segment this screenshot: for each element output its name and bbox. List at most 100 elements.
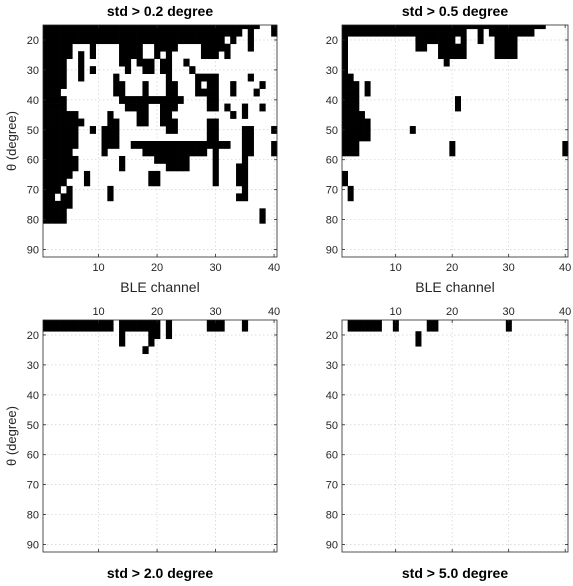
x-tick-label: 40 [559, 306, 571, 318]
heatmap-cell [107, 118, 114, 127]
heatmap-cell [160, 66, 167, 74]
heatmap-cell [60, 28, 67, 37]
heatmap-cell [189, 25, 196, 30]
heatmap-cell [48, 111, 56, 119]
heatmap-cell [347, 25, 354, 30]
heatmap-cell [247, 25, 254, 30]
heatmap-cell [54, 88, 61, 97]
heatmap-cell [171, 141, 178, 149]
heatmap-cell [43, 155, 50, 164]
heatmap-cell [148, 338, 155, 347]
heatmap-cell [130, 323, 137, 332]
heatmap-cell [119, 331, 126, 340]
heatmap-cell [347, 141, 354, 149]
heatmap-cell [347, 81, 354, 89]
heatmap-cell [48, 118, 56, 127]
heatmap-cell [387, 25, 394, 30]
y-tick-label: 70 [27, 185, 39, 197]
heatmap-cell [200, 51, 208, 60]
heatmap-cell [43, 103, 50, 112]
heatmap-cell [455, 96, 461, 104]
heatmap-cell [136, 28, 143, 37]
heatmap-cell [415, 338, 422, 347]
heatmap-cell [195, 36, 202, 45]
heatmap-cell [426, 323, 433, 332]
heatmap-cell [528, 28, 535, 37]
heatmap-cell [165, 126, 173, 134]
heatmap-cell [119, 320, 126, 325]
heatmap-cell [54, 155, 61, 164]
heatmap-cell [43, 96, 50, 104]
heatmap-cell [449, 43, 456, 52]
heatmap-cell [347, 185, 354, 194]
heatmap-cell [119, 96, 126, 104]
heatmap-cell [48, 96, 56, 104]
heatmap-cell [136, 141, 143, 149]
heatmap-cell [124, 43, 132, 52]
heatmap-cell [60, 118, 67, 127]
heatmap-cell [171, 118, 178, 127]
heatmap-cell [60, 96, 67, 104]
heatmap-cell [113, 126, 120, 134]
x-tick-label: 20 [446, 306, 458, 318]
heatmap-cell [177, 36, 184, 45]
heatmap-cell [136, 58, 143, 67]
heatmap-cell [119, 58, 126, 67]
heatmap-cell [206, 51, 213, 60]
heatmap-cell [54, 163, 61, 172]
heatmap-cell [477, 28, 484, 37]
heatmap-cell [124, 25, 132, 30]
heatmap-cell [124, 320, 132, 325]
heatmap-cell [218, 28, 225, 37]
y-tick-label: 80 [326, 215, 338, 227]
heatmap-cell [500, 25, 507, 30]
heatmap-cell [511, 43, 518, 52]
heatmap-cell [48, 73, 56, 82]
heatmap-cell [455, 51, 461, 60]
heatmap-cell [165, 163, 173, 172]
heatmap-cell [409, 126, 416, 134]
heatmap-cell [241, 170, 249, 179]
heatmap-cell [72, 36, 79, 45]
heatmap-cell [72, 141, 79, 149]
heatmap-cell [95, 323, 102, 332]
heatmap-cell [177, 163, 184, 172]
heatmap-cell [539, 25, 546, 30]
heatmap-cell [353, 81, 360, 89]
heatmap-cell [241, 126, 249, 134]
heatmap-cell [200, 148, 208, 157]
heatmap-cell [206, 96, 213, 104]
heatmap-cell [54, 323, 61, 332]
heatmap-cell [206, 43, 213, 52]
heatmap-cell [241, 163, 249, 172]
heatmap-cell [142, 141, 149, 149]
heatmap-cell [212, 118, 219, 127]
heatmap-cell [171, 163, 178, 172]
heatmap-cell [517, 25, 524, 30]
heatmap-cell [124, 323, 132, 332]
heatmap-cell [66, 118, 73, 127]
heatmap-cell [83, 170, 91, 179]
heatmap-cell [160, 103, 167, 112]
heatmap-cell [107, 111, 114, 119]
heatmap-cell [488, 25, 495, 30]
heatmap-cell [43, 320, 50, 325]
heatmap-cell [148, 96, 155, 104]
heatmap-cell [247, 43, 254, 52]
x-tick-label: 10 [390, 306, 402, 318]
heatmap-cell [189, 36, 196, 45]
heatmap-cell [443, 58, 450, 67]
heatmap-cell [183, 58, 190, 67]
heatmap-cell [165, 320, 173, 325]
heatmap-cell [113, 133, 120, 142]
heatmap-cell [241, 178, 249, 187]
heatmap-cell [113, 81, 120, 89]
heatmap-cell [89, 43, 96, 52]
heatmap-cell [432, 320, 439, 325]
heatmap-cell [54, 178, 61, 187]
heatmap-cell [443, 43, 450, 52]
heatmap-cell [60, 81, 67, 89]
heatmap-cell [404, 28, 411, 37]
heatmap-cell [271, 141, 278, 149]
heatmap-cell [342, 73, 348, 82]
